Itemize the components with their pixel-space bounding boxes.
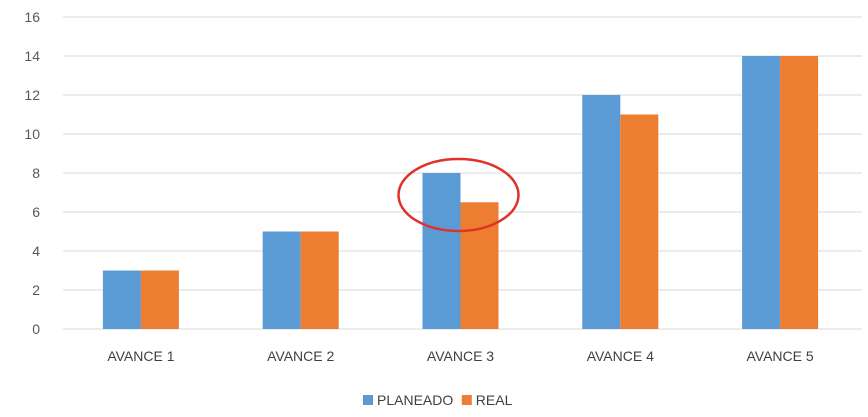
legend-swatch-real [461, 395, 472, 405]
bar-planeado-4 [582, 95, 621, 329]
y-tick-label: 0 [32, 321, 40, 337]
y-tick-label: 4 [32, 243, 40, 259]
x-tick-label: AVANCE 2 [267, 348, 334, 364]
x-tick-label: AVANCE 4 [587, 348, 654, 364]
y-tick-label: 2 [32, 282, 40, 298]
highlight-ellipse [397, 157, 520, 233]
x-axis-labels: AVANCE 1 AVANCE 2 AVANCE 3 AVANCE 4 AVANCE 5 [107, 348, 814, 364]
legend-label-real: REAL [476, 392, 513, 408]
legend: PLANEADO REAL [363, 392, 513, 408]
legend-swatch-planeado [363, 395, 373, 405]
bar-real-4 [620, 114, 659, 329]
bar-real-5 [780, 56, 819, 329]
y-tick-label: 6 [32, 204, 40, 220]
bar-planeado-2 [262, 231, 301, 329]
bar-planeado-1 [102, 270, 141, 329]
bar-real-1 [140, 270, 179, 329]
y-axis-ticks: 0 2 4 6 8 10 12 14 16 [24, 9, 40, 337]
x-tick-label: AVANCE 1 [107, 348, 174, 364]
bar-real-2 [300, 231, 339, 329]
y-tick-label: 8 [32, 165, 40, 181]
x-tick-label: AVANCE 5 [747, 348, 814, 364]
annotation-layer [397, 157, 520, 233]
bar-planeado-5 [742, 56, 781, 329]
legend-label-planeado: PLANEADO [377, 392, 453, 408]
bars [102, 56, 819, 329]
x-tick-label: AVANCE 3 [427, 348, 494, 364]
gridlines [63, 16, 862, 330]
y-tick-label: 12 [24, 87, 40, 103]
bar-planeado-3 [422, 173, 461, 329]
y-tick-label: 16 [24, 9, 40, 25]
bar-real-3 [460, 202, 499, 329]
y-tick-label: 10 [24, 126, 40, 142]
y-tick-label: 14 [24, 48, 40, 64]
